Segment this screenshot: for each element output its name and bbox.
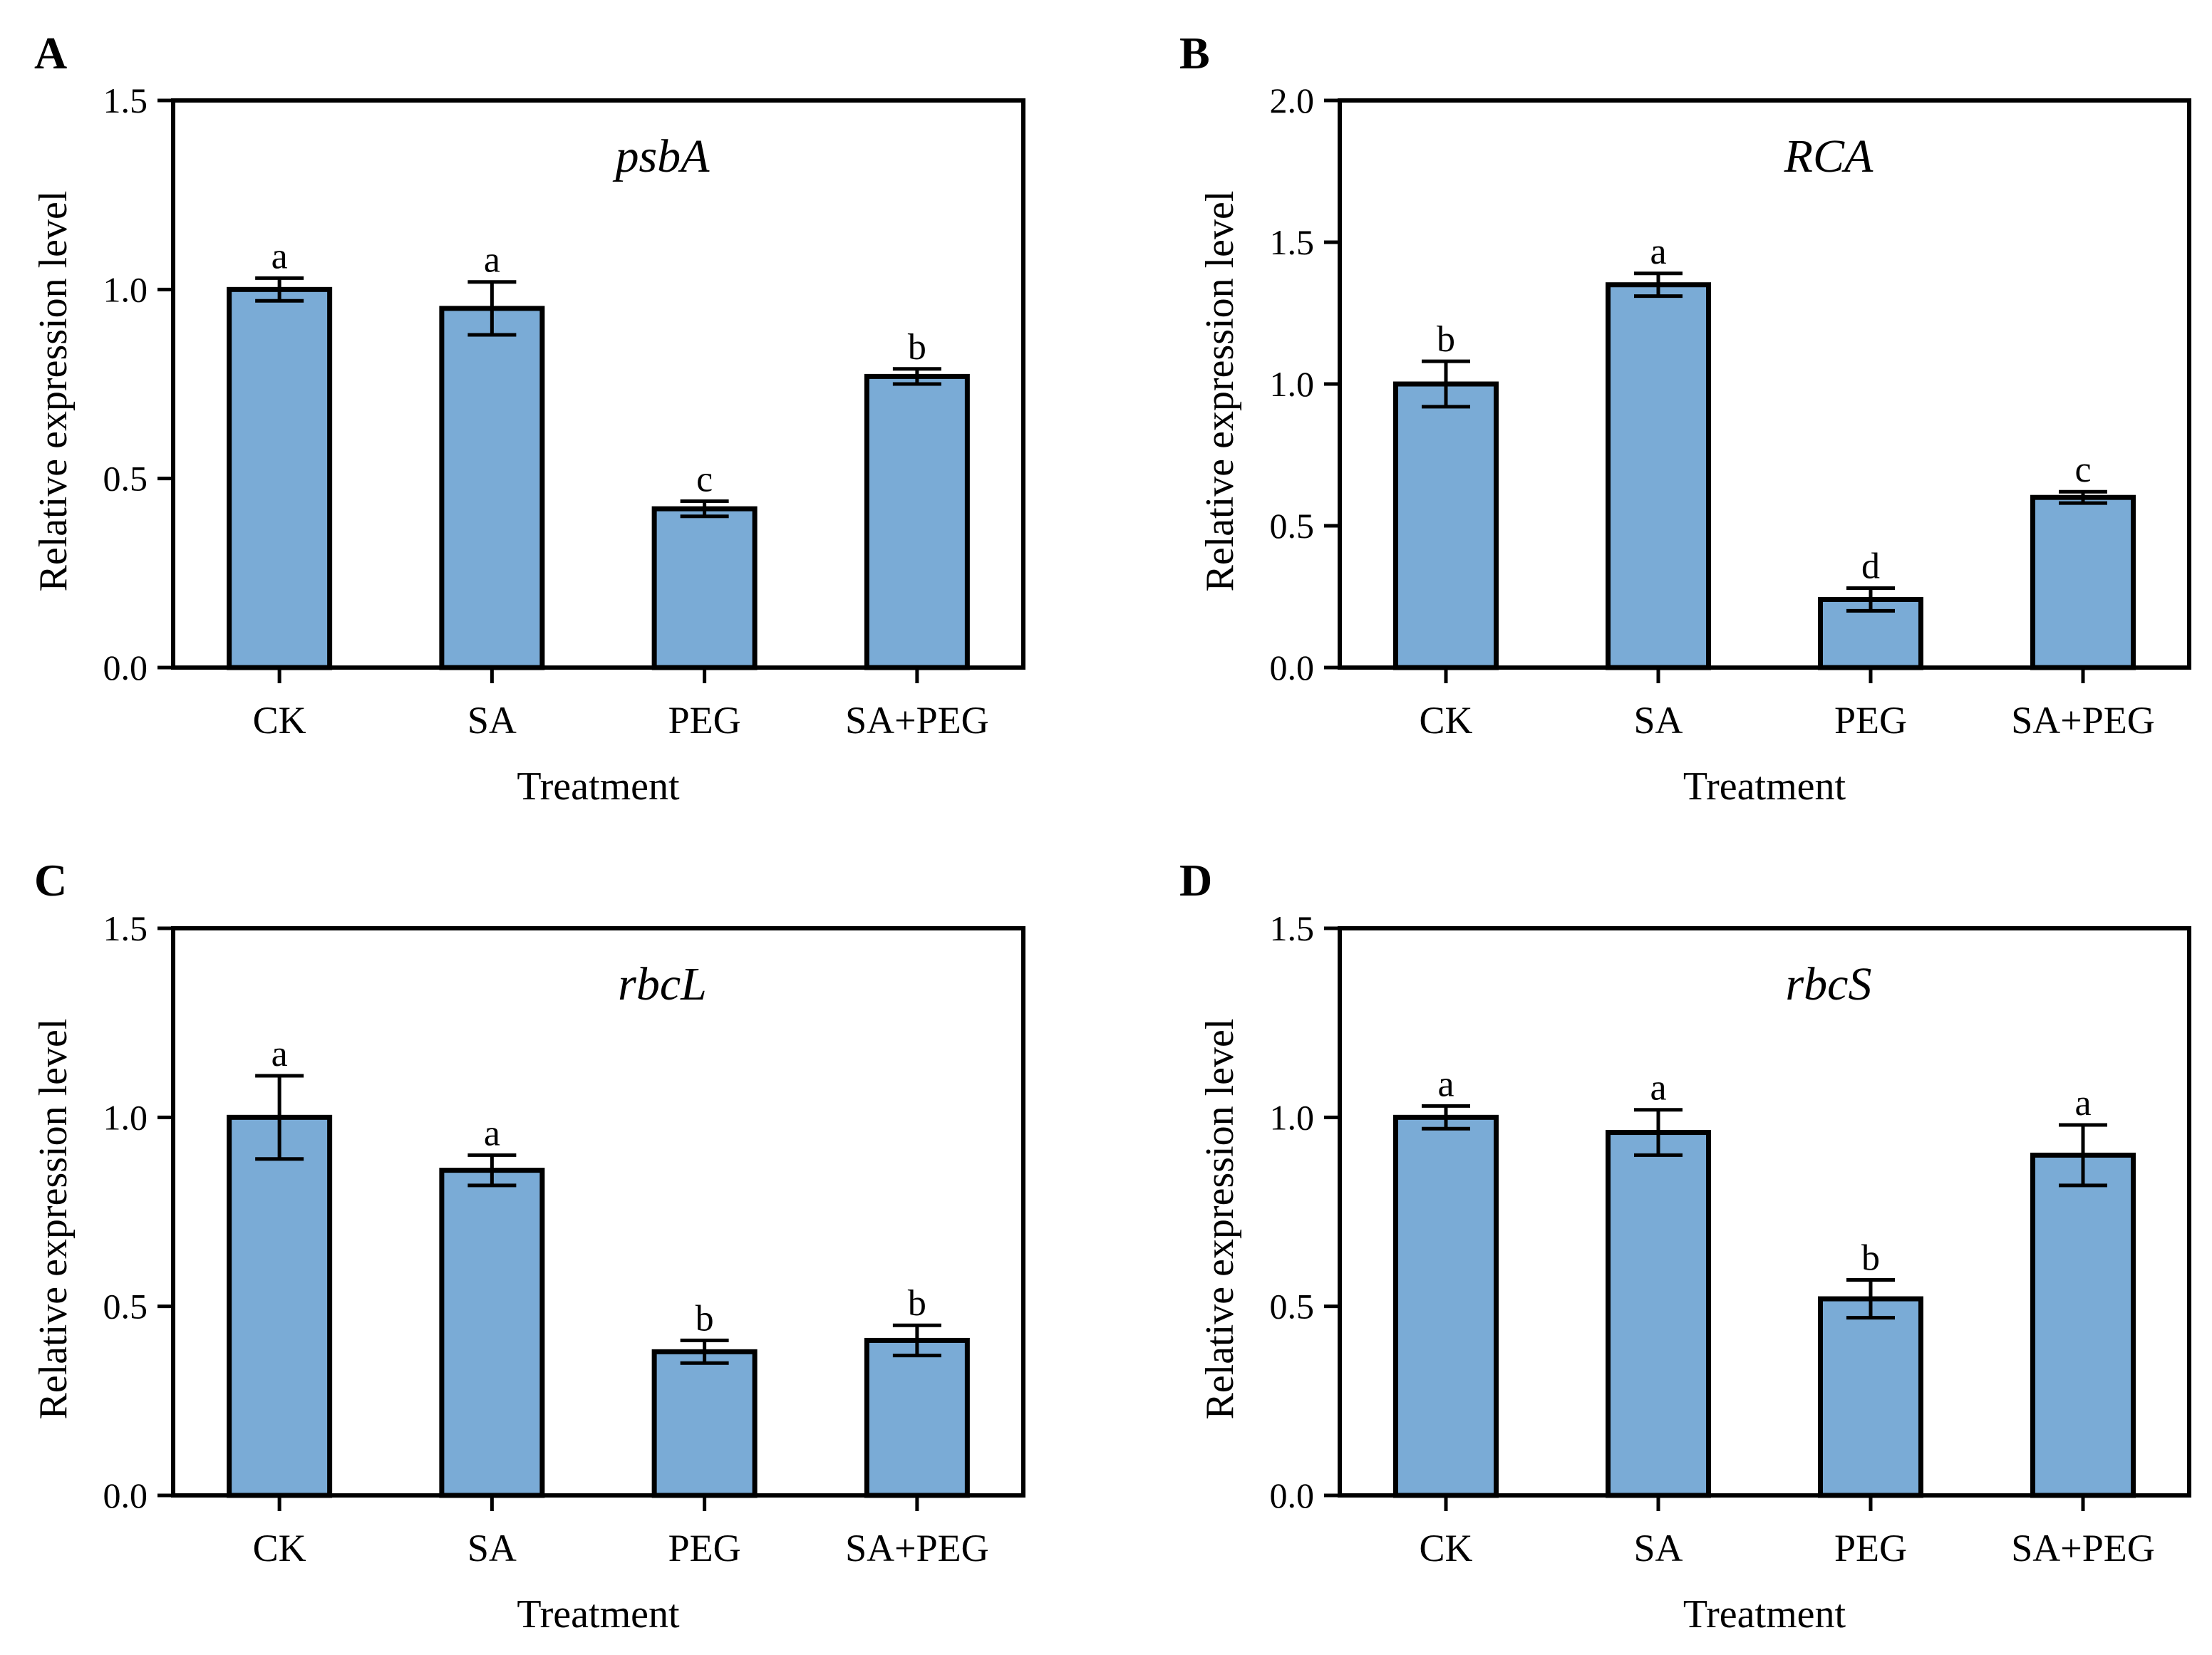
significance-label: d <box>1861 546 1880 587</box>
y-axis-title: Relative expression level <box>1198 191 1242 592</box>
x-tick-label: SA+PEG <box>2011 699 2155 742</box>
y-tick-label: 0.5 <box>1270 1287 1315 1327</box>
plot-frame <box>1338 926 2191 1498</box>
y-tick-label: 0.0 <box>103 648 148 688</box>
x-tick-label: SA+PEG <box>845 699 989 742</box>
bar <box>2030 1152 2136 1498</box>
y-tick-label: 1.0 <box>1270 364 1315 404</box>
y-axis-title: Relative expression level <box>31 1019 76 1420</box>
y-tick-label: 0.0 <box>1270 1475 1315 1515</box>
y-tick-label: 1.5 <box>1270 222 1315 262</box>
x-tick-label: PEG <box>668 1527 741 1570</box>
x-tick-label: SA <box>467 1527 517 1570</box>
chart-title: rbcS <box>1786 958 1872 1010</box>
bar <box>439 306 545 670</box>
x-tick-label: PEG <box>668 699 741 742</box>
y-tick-label: 0.5 <box>103 459 148 499</box>
significance-label: c <box>2074 450 2091 490</box>
x-tick-label: SA <box>1633 1527 1683 1570</box>
bar <box>2030 494 2136 670</box>
plot-frame <box>171 98 1025 670</box>
significance-label: b <box>908 327 926 368</box>
chart-title: psbA <box>613 130 710 182</box>
panel-label: A <box>34 28 67 78</box>
significance-label: a <box>272 236 288 276</box>
bar <box>1818 1296 1923 1498</box>
bar <box>1393 381 1499 670</box>
y-tick-label: 0.0 <box>1270 648 1315 688</box>
significance-label: b <box>1861 1238 1880 1279</box>
bar <box>651 1349 758 1498</box>
x-tick-label: SA+PEG <box>845 1527 989 1570</box>
x-tick-label: CK <box>1419 1527 1472 1570</box>
bar <box>227 1114 333 1498</box>
panel-b: B RCA 0.0 0.5 1.0 1.5 2.0 b CK a SA d PEG c SA+PEG Trea… <box>1179 28 2191 809</box>
bar <box>651 506 758 670</box>
plot-frame <box>171 926 1025 1498</box>
significance-label: a <box>484 1113 500 1153</box>
panel-label: D <box>1179 855 1212 906</box>
y-tick-label: 1.0 <box>103 269 148 309</box>
panel-label: C <box>34 855 67 906</box>
bar <box>864 373 970 670</box>
y-tick-label: 1.0 <box>103 1097 148 1137</box>
y-tick-label: 1.5 <box>103 81 148 120</box>
x-tick-label: SA <box>467 699 517 742</box>
bar <box>1606 282 1711 670</box>
significance-label: a <box>1437 1064 1454 1104</box>
significance-label: a <box>2074 1083 2091 1124</box>
significance-label: b <box>1437 319 1455 360</box>
significance-label: a <box>484 240 500 281</box>
y-tick-label: 0.5 <box>1270 506 1315 546</box>
y-axis-title: Relative expression level <box>31 191 76 592</box>
bar <box>864 1337 970 1498</box>
chart-title: RCA <box>1784 130 1874 182</box>
bar <box>227 286 333 670</box>
significance-label: c <box>696 460 713 500</box>
y-tick-label: 0.5 <box>103 1287 148 1327</box>
bar <box>439 1168 545 1498</box>
x-axis-title: Treatment <box>517 1592 680 1636</box>
x-tick-label: PEG <box>1834 1527 1907 1570</box>
y-tick-label: 2.0 <box>1270 81 1315 120</box>
x-tick-label: PEG <box>1834 699 1907 742</box>
y-tick-label: 1.0 <box>1270 1097 1315 1137</box>
significance-label: b <box>908 1283 926 1324</box>
x-axis-title: Treatment <box>517 764 680 809</box>
significance-label: a <box>1650 232 1666 272</box>
significance-label: b <box>696 1298 714 1339</box>
x-axis-title: Treatment <box>1683 764 1846 809</box>
x-tick-label: CK <box>1419 699 1472 742</box>
y-axis-title: Relative expression level <box>1198 1019 1242 1420</box>
panel-label: B <box>1179 28 1210 78</box>
y-tick-label: 1.5 <box>103 908 148 948</box>
bar <box>1606 1130 1711 1498</box>
significance-label: a <box>272 1034 288 1074</box>
plot-frame <box>1338 98 2191 670</box>
x-tick-label: CK <box>253 1527 306 1570</box>
bar <box>1393 1114 1499 1498</box>
x-tick-label: SA <box>1633 699 1683 742</box>
x-axis-title: Treatment <box>1683 1592 1846 1636</box>
chart-title: rbcL <box>618 958 707 1010</box>
y-tick-label: 0.0 <box>103 1475 148 1515</box>
significance-label: a <box>1650 1068 1666 1109</box>
x-tick-label: SA+PEG <box>2011 1527 2155 1570</box>
y-tick-label: 1.5 <box>1270 908 1315 948</box>
x-tick-label: CK <box>253 699 306 742</box>
